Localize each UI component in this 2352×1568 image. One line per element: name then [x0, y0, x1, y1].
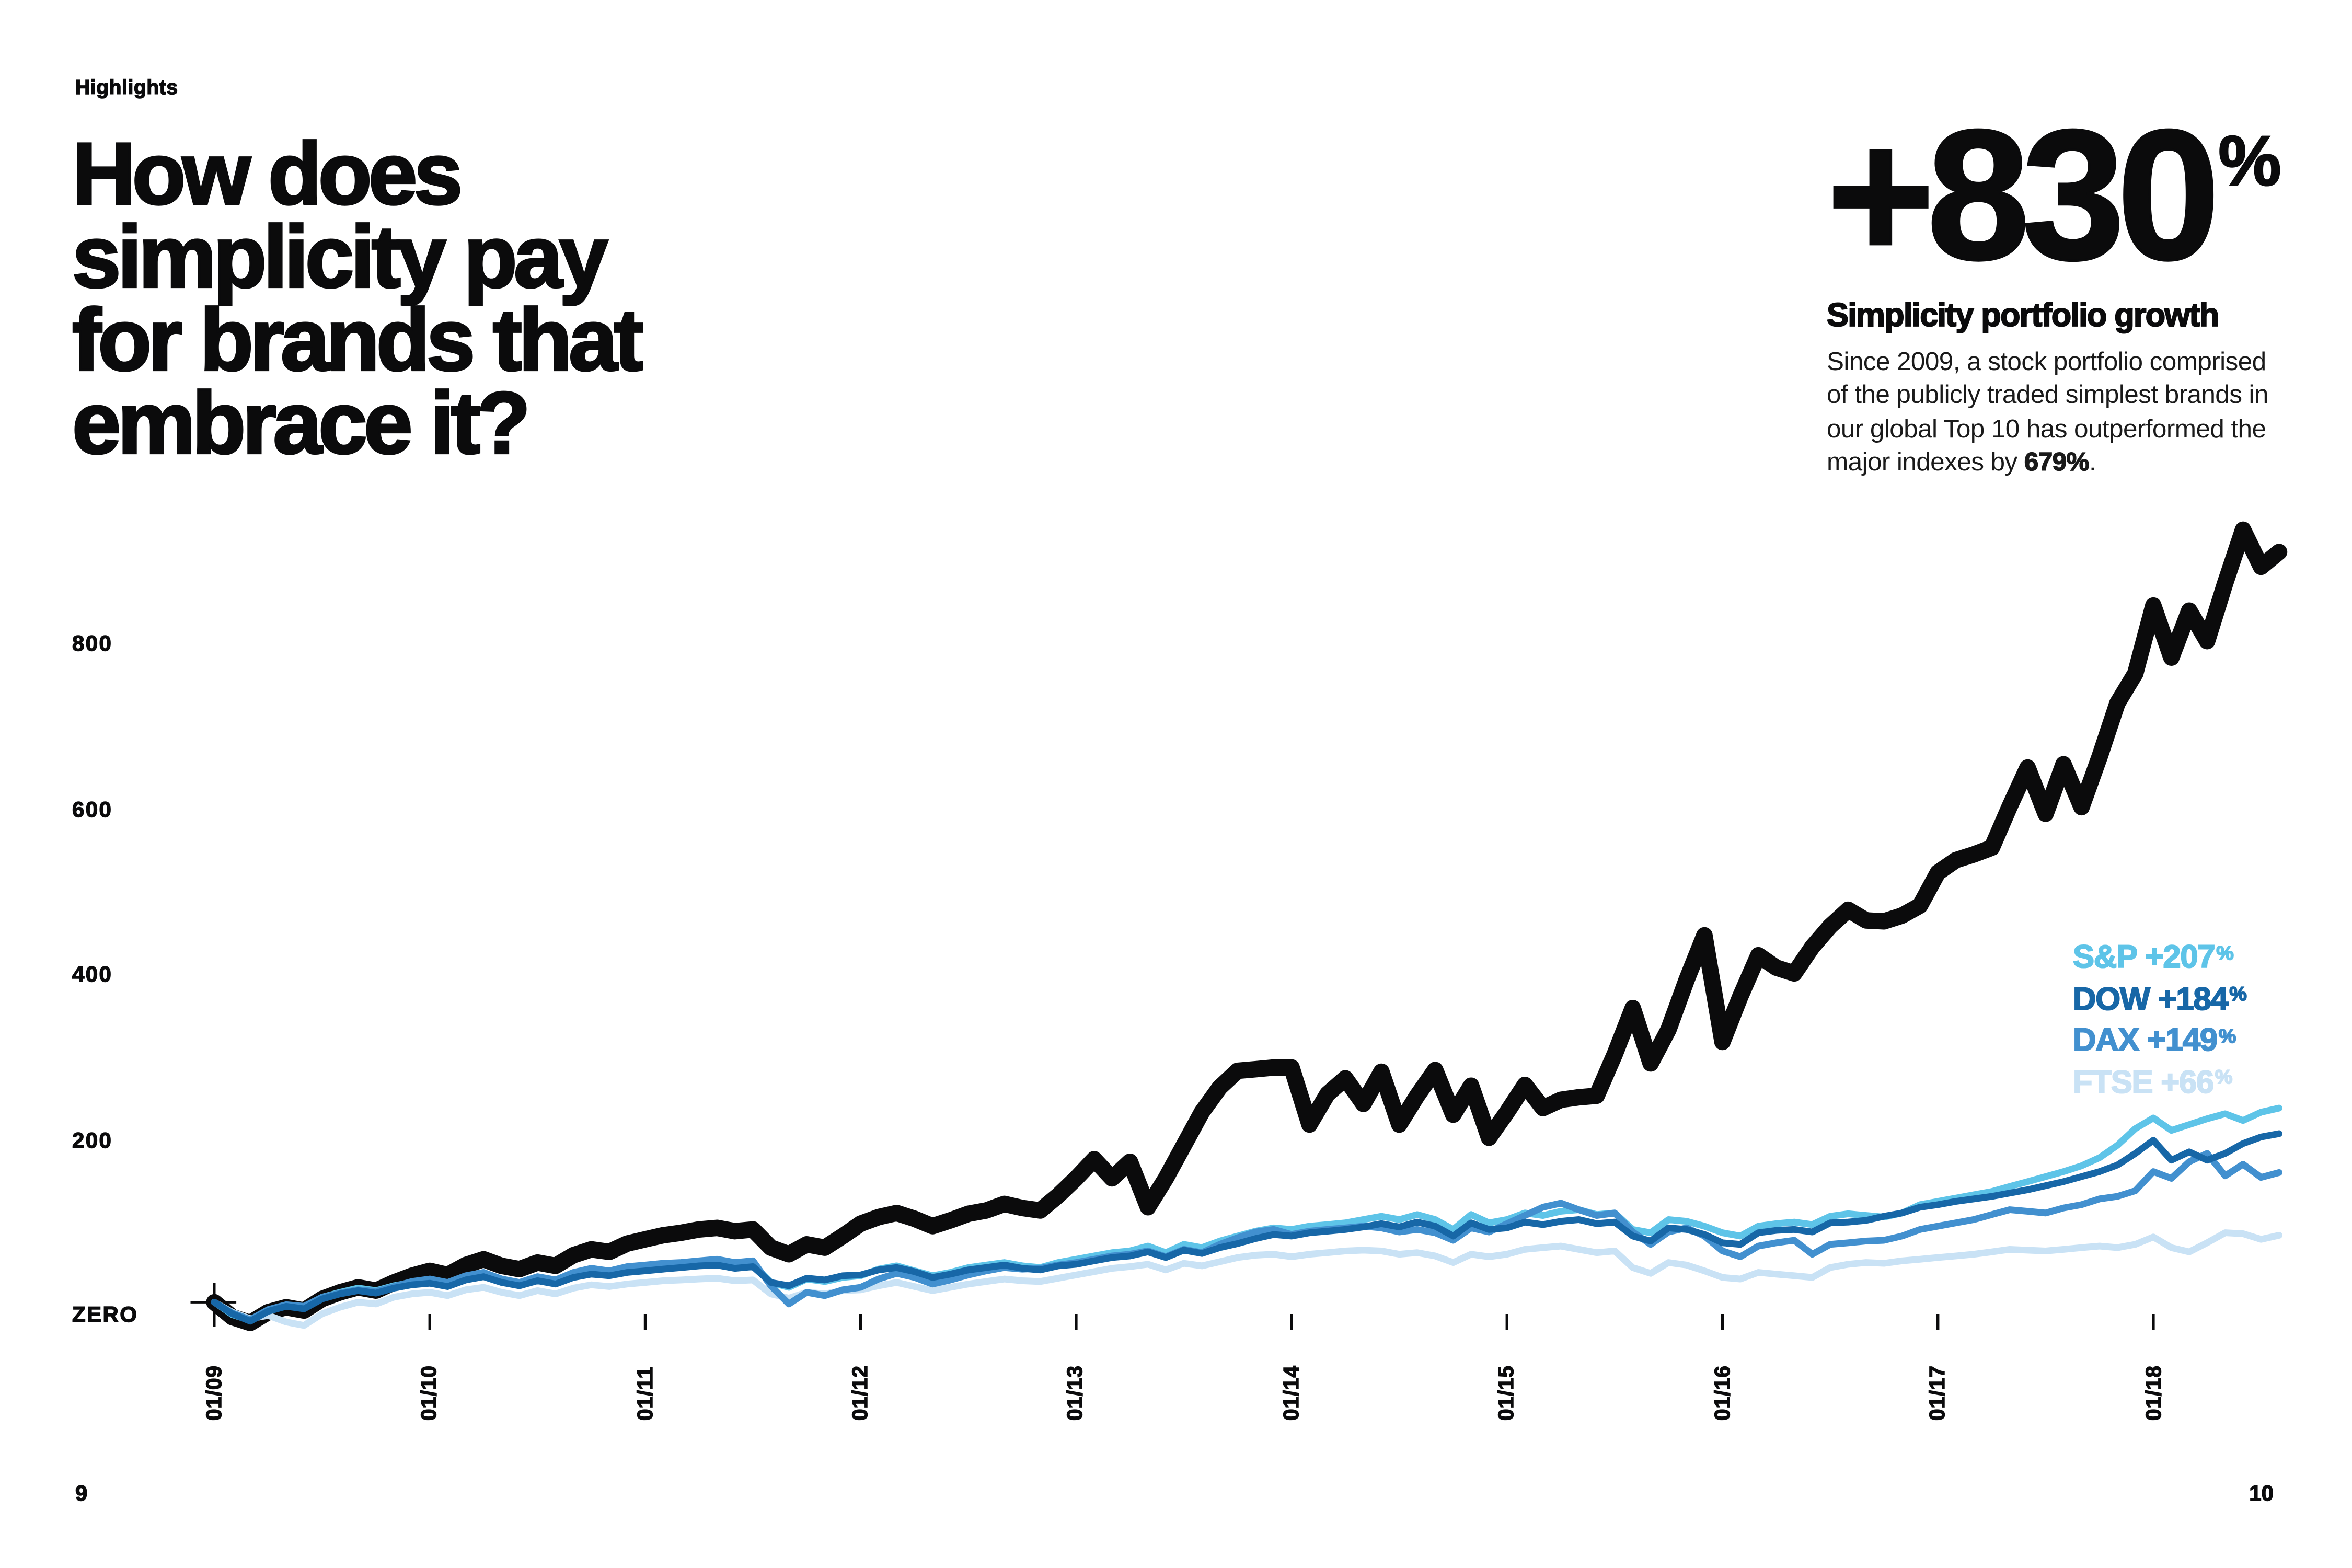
stat-subtitle: Simplicity portfolio growth	[1826, 297, 2220, 335]
stat-block: +830%	[1826, 102, 2282, 290]
page-title-line: simplicity pay	[71, 207, 609, 306]
x-axis-label-0114: 01/14	[1279, 1365, 1304, 1421]
page-title-line: How does	[71, 124, 464, 223]
legend-item-ftse: FTSE +66%	[2072, 1063, 2233, 1100]
stat-description-line: of the publicly traded simplest brands i…	[1827, 382, 2268, 410]
y-axis-label-400: 400	[72, 961, 113, 987]
stat-value: +830	[1826, 93, 2221, 299]
page-title-line: embrace it?	[71, 373, 532, 472]
series-line-s-p	[211, 1104, 2282, 1324]
y-axis-label-600: 600	[72, 796, 113, 822]
stat-description-line: major indexes by 679%.	[1827, 448, 2096, 478]
x-axis-label-0115: 01/15	[1494, 1365, 1518, 1421]
series-line-ftse	[211, 1229, 2282, 1329]
stat-description: Since 2009, a stock portfolio comprised …	[1827, 347, 2268, 481]
page-number-right: 10	[2249, 1480, 2274, 1506]
page-title: How does simplicity pay for brands that …	[71, 124, 644, 472]
series-line-dow	[211, 1130, 2282, 1325]
stat-description-line: Since 2009, a stock portfolio comprised	[1827, 348, 2266, 376]
stat-percent-sign: %	[2218, 120, 2282, 202]
x-axis-label-0109: 01/09	[202, 1365, 226, 1421]
legend-item-sp: S&P +207%	[2072, 939, 2234, 976]
y-axis-label-800: 800	[72, 630, 113, 656]
legend-item-dax: DAX +149%	[2072, 1022, 2236, 1059]
x-axis-label-0110: 01/10	[417, 1365, 441, 1421]
page-number-left: 9	[75, 1480, 88, 1506]
y-axis-label-200: 200	[72, 1127, 113, 1153]
section-label: Highlights	[75, 75, 178, 99]
stat-outperformance-value: 679%	[2024, 448, 2090, 478]
chart-legend: S&P +207% DOW +184% DAX +149% FTSE +66%	[2072, 939, 2247, 1105]
x-axis-label-0113: 01/13	[1063, 1365, 1087, 1421]
x-axis-label-0116: 01/16	[1710, 1365, 1735, 1421]
legend-item-dow: DOW +184%	[2072, 980, 2247, 1017]
x-axis-label-0111: 01/11	[633, 1366, 658, 1421]
series-line-dax	[211, 1150, 2282, 1323]
y-axis-label-zero: ZERO	[72, 1301, 139, 1327]
x-axis-label-0112: 01/12	[848, 1365, 872, 1421]
x-axis-label-0118: 01/18	[2141, 1365, 2166, 1421]
page-title-line: for brands that	[71, 290, 644, 389]
stat-description-line: our global Top 10 has outperformed the	[1827, 415, 2266, 444]
series-line-simplicity-portfolio	[206, 521, 2288, 1331]
x-axis-label-0117: 01/17	[1925, 1365, 1950, 1421]
